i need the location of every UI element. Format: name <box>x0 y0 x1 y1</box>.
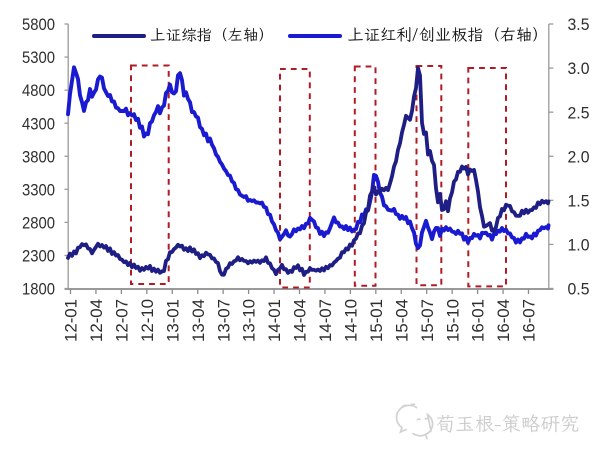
svg-text:14-10: 14-10 <box>341 299 360 342</box>
svg-text:12-04: 12-04 <box>87 299 106 342</box>
svg-text:13-10: 13-10 <box>240 299 259 342</box>
svg-text:16-07: 16-07 <box>520 299 539 342</box>
svg-text:3.5: 3.5 <box>568 15 590 34</box>
svg-text:12-01: 12-01 <box>62 299 81 342</box>
svg-text:13-01: 13-01 <box>163 299 182 342</box>
svg-text:16-01: 16-01 <box>469 299 488 342</box>
svg-text:15-01: 15-01 <box>367 299 386 342</box>
svg-text:4300: 4300 <box>22 114 55 133</box>
svg-text:15-04: 15-04 <box>392 299 411 342</box>
svg-text:14-04: 14-04 <box>291 299 310 342</box>
svg-text:15-07: 15-07 <box>418 299 437 342</box>
svg-text:2300: 2300 <box>22 247 55 266</box>
svg-text:12-07: 12-07 <box>112 299 131 342</box>
svg-text:1.5: 1.5 <box>568 191 590 210</box>
svg-text:5300: 5300 <box>22 48 55 67</box>
svg-text:4800: 4800 <box>22 81 55 100</box>
svg-text:5800: 5800 <box>22 15 55 34</box>
svg-text:14-07: 14-07 <box>316 299 335 342</box>
svg-text:14-01: 14-01 <box>265 299 284 342</box>
svg-text:0.5: 0.5 <box>568 280 590 299</box>
svg-text:3300: 3300 <box>22 180 55 199</box>
svg-text:12-10: 12-10 <box>138 299 157 342</box>
svg-text:13-04: 13-04 <box>189 299 208 342</box>
svg-text:3.0: 3.0 <box>568 59 590 78</box>
svg-text:16-04: 16-04 <box>494 299 513 342</box>
svg-text:15-10: 15-10 <box>443 299 462 342</box>
svg-text:1.0: 1.0 <box>568 236 590 255</box>
svg-text:2800: 2800 <box>22 214 55 233</box>
svg-text:1800: 1800 <box>22 280 55 299</box>
svg-text:13-07: 13-07 <box>214 299 233 342</box>
svg-text:3800: 3800 <box>22 147 55 166</box>
svg-text:2.5: 2.5 <box>568 103 590 122</box>
svg-text:2.0: 2.0 <box>568 147 590 166</box>
